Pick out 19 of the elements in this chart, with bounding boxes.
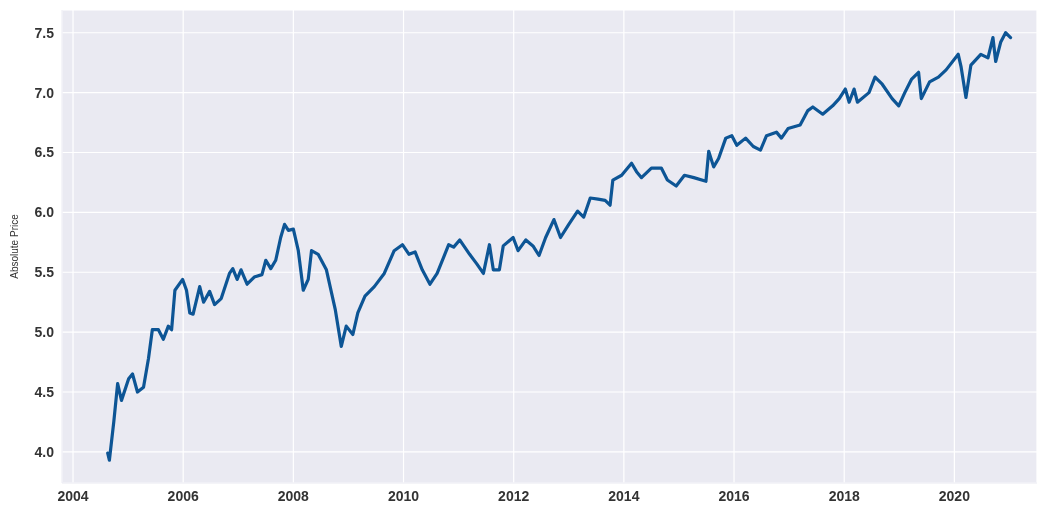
- y-tick-label: 7.5: [34, 24, 55, 41]
- x-tick-label: 2004: [57, 487, 89, 504]
- x-tick-label: 2008: [277, 487, 310, 504]
- y-tick-label: 7.0: [34, 84, 55, 101]
- x-tick-label: 2018: [828, 487, 860, 504]
- y-tick-label: 5.5: [34, 264, 55, 281]
- x-tick-label: 2012: [498, 487, 530, 504]
- x-tick-label: 2010: [387, 487, 420, 504]
- y-tick-label: 6.0: [34, 204, 55, 221]
- x-tick-label: 2006: [167, 487, 199, 504]
- line-series: [106, 31, 1013, 462]
- y-tick-label: 6.5: [34, 144, 55, 161]
- y-tick-label: 4.5: [34, 383, 55, 400]
- y-tick-label: 5.0: [34, 324, 55, 341]
- x-tick-label: 2020: [938, 487, 971, 504]
- y-tick-label: 4.0: [34, 443, 55, 460]
- x-tick-label: 2014: [608, 487, 640, 504]
- y-axis-title: Absolute Price: [8, 213, 20, 279]
- x-tick-label: 2016: [718, 487, 750, 504]
